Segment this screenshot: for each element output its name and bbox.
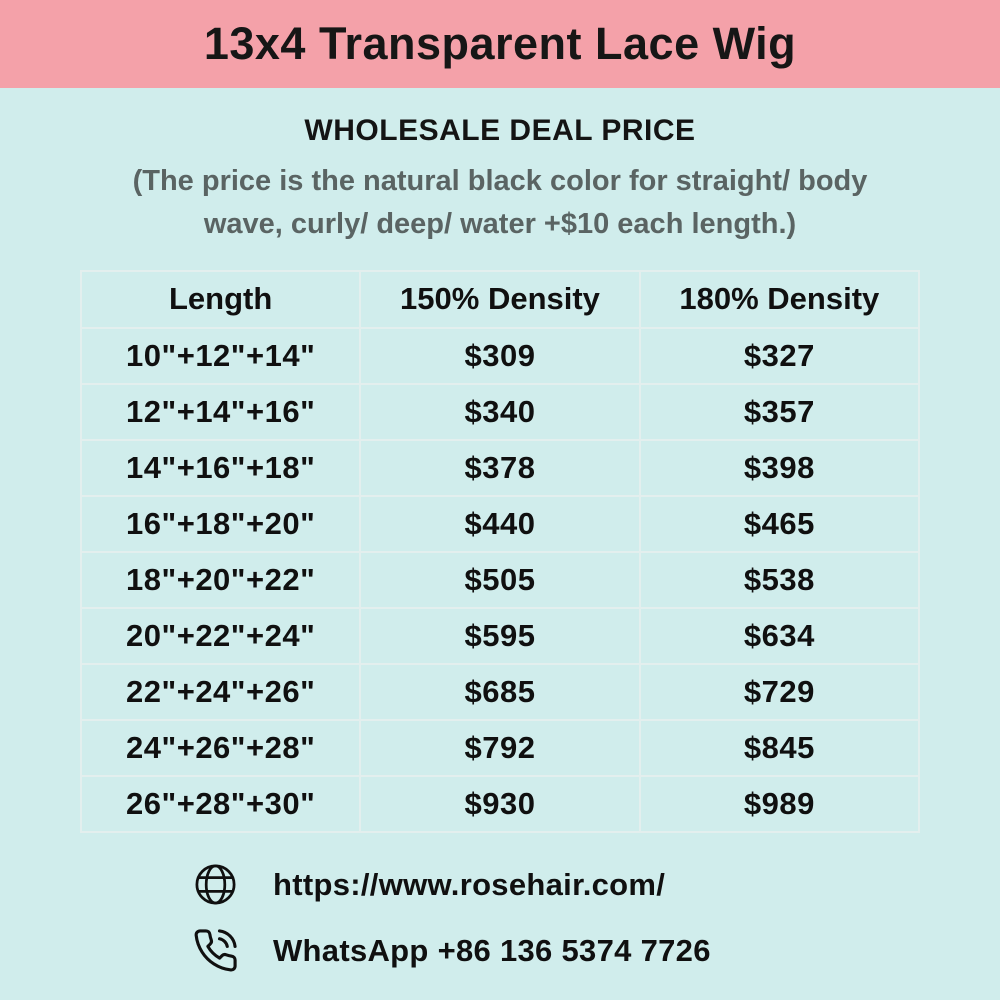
website-url[interactable]: https://www.rosehair.com/ [273,866,666,902]
price-cell-180: $398 [638,438,921,497]
length-cell: 26"+28"+30" [79,774,362,833]
table-row: 24"+26"+28" $792 $845 [79,718,921,777]
price-cell-180: $538 [638,550,921,609]
section-heading: WHOLESALE DEAL PRICE [304,114,696,147]
table-row: 14"+16"+18" $378 $398 [79,438,921,497]
price-cell-150: $595 [359,606,641,665]
price-cell-150: $340 [359,382,641,441]
price-cell-180: $327 [638,326,921,385]
globe-icon [192,861,239,908]
content: WHOLESALE DEAL PRICE (The price is the n… [0,114,1000,979]
website-row: https://www.rosehair.com/ [192,857,1000,913]
price-cell-180: $465 [638,494,921,553]
price-cell-150: $930 [359,774,641,833]
whatsapp-number[interactable]: WhatsApp +86 136 5374 7726 [273,932,711,968]
col-header-density-180: 180% Density [638,269,921,329]
price-cell-180: $634 [638,606,921,665]
whatsapp-row: WhatsApp +86 136 5374 7726 [192,923,1000,979]
length-cell: 10"+12"+14" [79,326,362,385]
table-row: 10"+12"+14" $309 $327 [79,326,921,385]
table-row: 26"+28"+30" $930 $989 [79,774,921,833]
table-row: 16"+18"+20" $440 $465 [79,494,921,553]
price-cell-150: $440 [359,494,641,553]
col-header-density-150: 150% Density [359,269,641,329]
col-header-length: Length [79,269,362,329]
price-table-body: 10"+12"+14" $309 $327 12"+14"+16" $340 $… [79,326,921,833]
phone-call-icon [192,927,239,974]
price-cell-180: $845 [638,718,921,777]
price-cell-180: $989 [638,774,921,833]
price-cell-180: $729 [638,662,921,721]
price-cell-150: $792 [359,718,641,777]
price-cell-150: $505 [359,550,641,609]
table-row: 22"+24"+26" $685 $729 [79,662,921,721]
contact-footer: https://www.rosehair.com/ WhatsApp +86 1… [192,857,1000,979]
price-cell-180: $357 [638,382,921,441]
price-table-header: Length 150% Density 180% Density [79,269,921,329]
price-cell-150: $378 [359,438,641,497]
price-note-line1: (The price is the natural black color fo… [132,165,868,197]
length-cell: 22"+24"+26" [79,662,362,721]
price-note-line2: wave, curly/ deep/ water +$10 each lengt… [203,207,797,240]
length-cell: 16"+18"+20" [79,494,362,553]
price-cell-150: $309 [359,326,641,385]
length-cell: 14"+16"+18" [79,438,362,497]
table-row: 20"+22"+24" $595 $634 [79,606,921,665]
price-cell-150: $685 [359,662,641,721]
length-cell: 12"+14"+16" [79,382,362,441]
price-note: (The price is the natural black color fo… [45,160,955,246]
length-cell: 20"+22"+24" [79,606,362,665]
title-banner: 13x4 Transparent Lace Wig [0,0,1000,88]
length-cell: 24"+26"+28" [79,718,362,777]
price-table: Length 150% Density 180% Density 10"+12"… [79,269,921,833]
table-row: 12"+14"+16" $340 $357 [79,382,921,441]
table-row: 18"+20"+22" $505 $538 [79,550,921,609]
page-title: 13x4 Transparent Lace Wig [203,18,797,69]
length-cell: 18"+20"+22" [79,550,362,609]
header-row: Length 150% Density 180% Density [79,269,921,329]
